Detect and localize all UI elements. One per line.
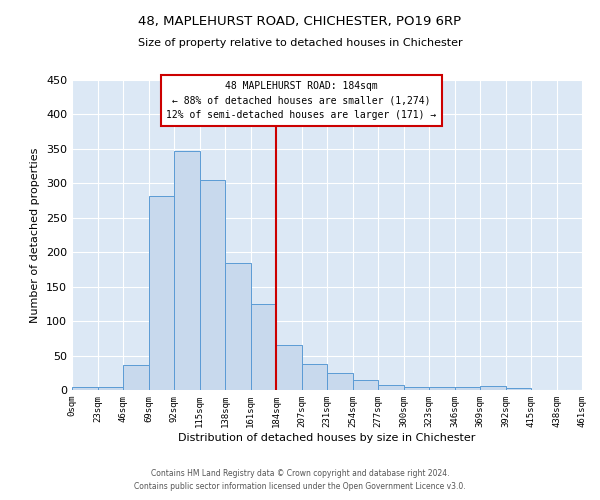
Bar xyxy=(174,151,199,390)
Bar xyxy=(455,386,480,390)
Bar xyxy=(302,364,327,390)
Bar xyxy=(149,196,174,390)
Bar xyxy=(353,380,378,390)
Bar xyxy=(72,386,97,390)
Bar xyxy=(225,263,251,390)
Y-axis label: Number of detached properties: Number of detached properties xyxy=(31,148,40,322)
Bar xyxy=(123,364,149,390)
Text: Contains public sector information licensed under the Open Government Licence v3: Contains public sector information licen… xyxy=(134,482,466,491)
Bar xyxy=(199,180,225,390)
Bar xyxy=(378,385,404,390)
X-axis label: Distribution of detached houses by size in Chichester: Distribution of detached houses by size … xyxy=(178,432,476,442)
Text: Size of property relative to detached houses in Chichester: Size of property relative to detached ho… xyxy=(137,38,463,48)
Bar xyxy=(251,304,276,390)
Text: 48 MAPLEHURST ROAD: 184sqm
← 88% of detached houses are smaller (1,274)
12% of s: 48 MAPLEHURST ROAD: 184sqm ← 88% of deta… xyxy=(166,81,437,120)
Bar xyxy=(327,374,353,390)
Bar xyxy=(480,386,505,390)
Bar xyxy=(429,386,455,390)
Bar xyxy=(276,344,302,390)
Bar xyxy=(97,386,123,390)
Bar xyxy=(404,386,429,390)
Bar xyxy=(505,388,531,390)
Text: 48, MAPLEHURST ROAD, CHICHESTER, PO19 6RP: 48, MAPLEHURST ROAD, CHICHESTER, PO19 6R… xyxy=(139,15,461,28)
Text: Contains HM Land Registry data © Crown copyright and database right 2024.: Contains HM Land Registry data © Crown c… xyxy=(151,468,449,477)
